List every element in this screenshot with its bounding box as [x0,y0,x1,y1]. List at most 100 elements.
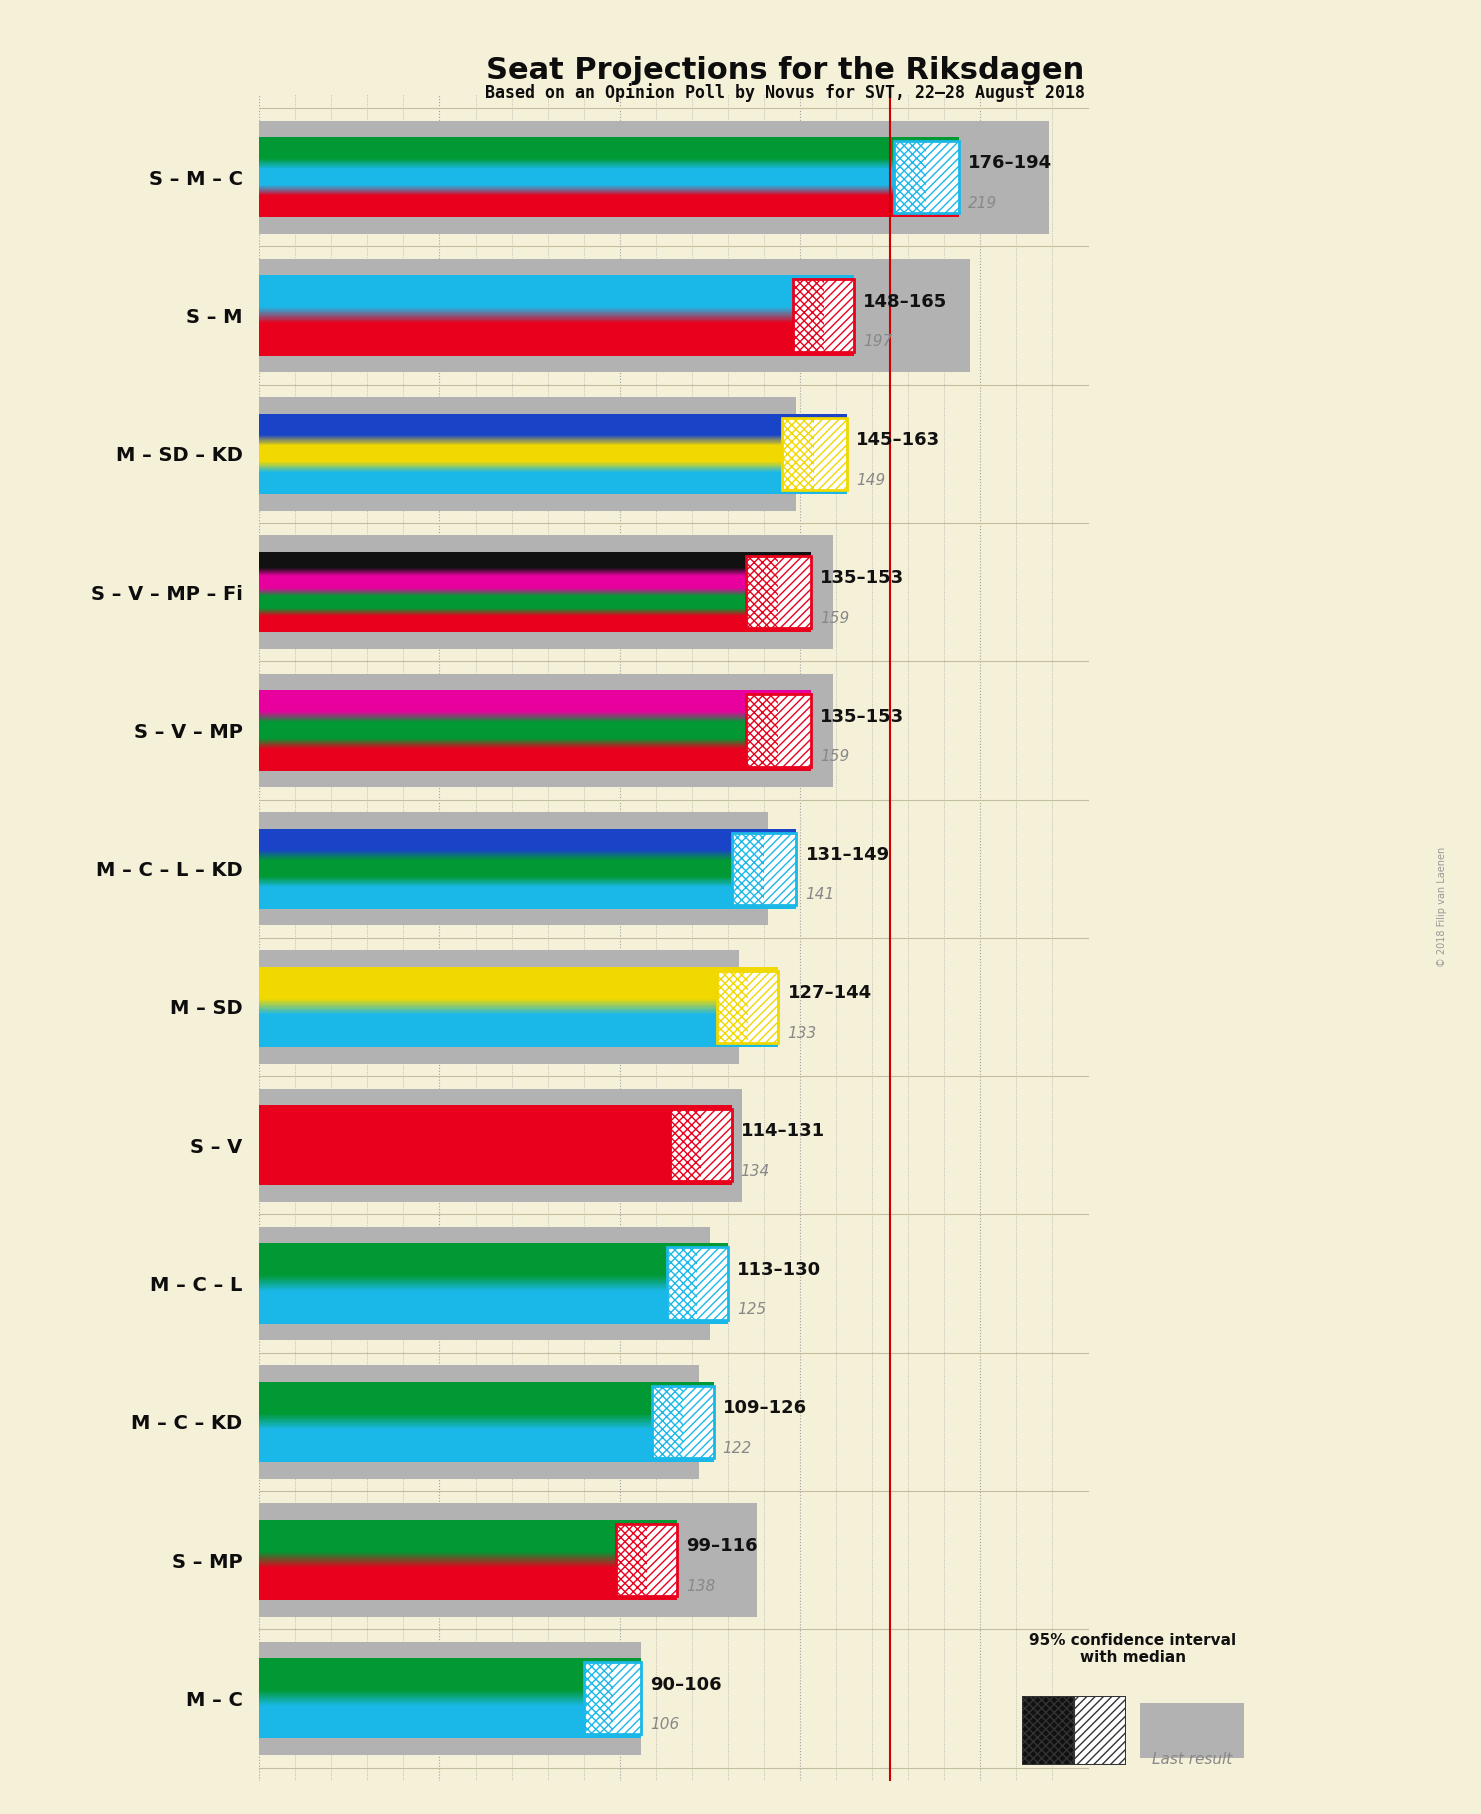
Bar [666,1248,729,1319]
Bar [259,1560,677,1600]
Bar [259,276,855,316]
Bar [671,1108,732,1181]
Bar [671,1108,701,1181]
Text: 149: 149 [856,473,886,488]
Bar [782,417,847,490]
Bar [732,833,797,905]
Bar [584,1662,641,1734]
Bar [779,695,812,767]
Text: 141: 141 [806,887,835,903]
Bar [584,1662,641,1734]
Text: Based on an Opinion Poll by Novus for SVT, 22–28 August 2018: Based on an Opinion Poll by Novus for SV… [484,83,1086,102]
Text: 145–163: 145–163 [856,432,940,450]
Bar [259,397,797,510]
Bar [259,1088,742,1203]
Bar [259,1422,714,1462]
Bar [732,833,797,905]
Bar [732,833,764,905]
Bar [259,1382,714,1422]
Bar [259,551,812,571]
Bar [815,417,847,490]
Text: 90–106: 90–106 [650,1676,723,1694]
Bar [717,970,779,1043]
Bar [259,967,779,1007]
Bar [259,1504,757,1616]
Text: 138: 138 [687,1578,715,1595]
Bar [259,673,832,787]
Bar [259,611,812,633]
Bar [746,557,812,628]
Bar [746,695,812,767]
Text: 134: 134 [740,1165,770,1179]
Bar [259,1658,641,1698]
Text: 125: 125 [738,1302,766,1317]
Bar [652,1386,714,1458]
Text: 219: 219 [967,196,997,210]
Text: 197: 197 [863,334,893,350]
Text: 131–149: 131–149 [806,845,890,863]
Text: 135–153: 135–153 [820,570,903,588]
Bar [259,829,797,856]
Bar [746,557,779,628]
Bar [259,468,847,493]
Bar [616,1524,677,1596]
Text: © 2018 Filip van Laenen: © 2018 Filip van Laenen [1438,847,1447,967]
Bar [259,691,812,717]
Bar [748,970,779,1043]
Bar [782,417,815,490]
Bar [701,1108,732,1181]
Bar [259,1105,732,1185]
Text: 159: 159 [820,611,849,626]
Text: 135–153: 135–153 [820,707,903,726]
Bar [613,1662,641,1734]
Text: 95% confidence interval
with median: 95% confidence interval with median [1029,1633,1237,1665]
Text: 133: 133 [788,1025,816,1041]
Bar [259,535,832,649]
Bar [666,1248,698,1319]
Bar [259,163,958,190]
Bar [259,951,739,1063]
Bar [259,591,812,611]
Bar [259,316,855,356]
Bar [764,833,797,905]
Bar [746,695,812,767]
Bar [746,695,779,767]
Text: 127–144: 127–144 [788,985,871,1001]
Bar [652,1386,683,1458]
Text: 106: 106 [650,1718,680,1732]
Bar [259,441,847,468]
Bar [671,1108,732,1181]
Bar [259,1226,709,1341]
Bar [259,1698,641,1738]
Bar [259,1243,729,1284]
Bar [823,279,855,352]
Bar [792,279,855,352]
Bar [1074,1696,1126,1765]
Bar [259,856,797,882]
Bar [666,1248,729,1319]
Bar [895,141,958,214]
Bar [746,557,812,628]
Bar [259,717,812,744]
Bar [259,414,847,441]
Bar [895,141,958,214]
Text: 113–130: 113–130 [738,1261,820,1279]
Bar [259,1366,699,1478]
Bar [792,279,823,352]
Text: 114–131: 114–131 [740,1123,825,1141]
Bar [259,1284,729,1324]
Bar [259,190,958,218]
Bar [792,279,855,352]
Bar [259,1007,779,1047]
Text: Last result: Last result [1152,1752,1232,1767]
Text: 99–116: 99–116 [687,1536,758,1555]
Bar [259,882,797,909]
Bar [895,141,926,214]
Text: 109–126: 109–126 [723,1399,807,1417]
Bar [259,744,812,771]
Text: 122: 122 [723,1440,752,1455]
Bar [717,970,779,1043]
Bar [259,1520,677,1560]
Text: 176–194: 176–194 [967,154,1052,172]
Bar [259,120,1049,234]
